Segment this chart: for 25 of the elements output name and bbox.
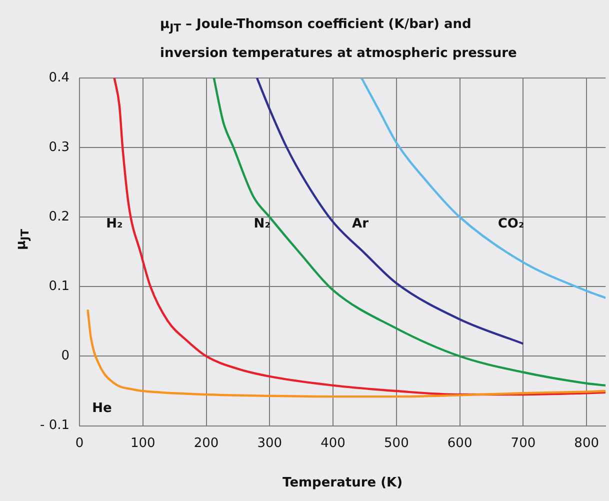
- x-tick-label: 700: [510, 436, 536, 451]
- line-series: [212, 78, 606, 387]
- x-tick-label: 300: [257, 436, 282, 451]
- x-tick-label: 600: [447, 436, 472, 451]
- x-tick-label: 0: [75, 436, 84, 451]
- y-tick-label: 0.4: [48, 70, 70, 86]
- y-tick-label: - 0.1: [40, 418, 70, 434]
- series-label: He: [92, 400, 112, 416]
- series-label: N₂: [254, 216, 270, 232]
- series-label: CO₂: [498, 216, 524, 232]
- series-label: H₂: [106, 216, 123, 232]
- x-tick-label: 500: [384, 436, 409, 451]
- y-tick-label: 0.2: [48, 209, 70, 224]
- x-axis-title: Temperature (K): [282, 476, 403, 491]
- line-series: [86, 308, 606, 398]
- line-series: [256, 78, 524, 345]
- x-tick-label: 100: [130, 436, 156, 451]
- chart-title: μ$_{JT}$ – Joule-Thomson coefficient (K/bar) and inversion temperatures at atmospheric pressure: [160, 16, 518, 63]
- x-tick-label: 200: [194, 436, 219, 451]
- y-tick-label: 0: [61, 348, 70, 364]
- x-tick-label: 400: [320, 436, 346, 451]
- x-tick-label: 800: [574, 436, 600, 451]
- series-label: Ar: [352, 216, 370, 232]
- y-tick-label: 0.1: [48, 279, 70, 294]
- y-tick-label: 0.3: [48, 140, 70, 155]
